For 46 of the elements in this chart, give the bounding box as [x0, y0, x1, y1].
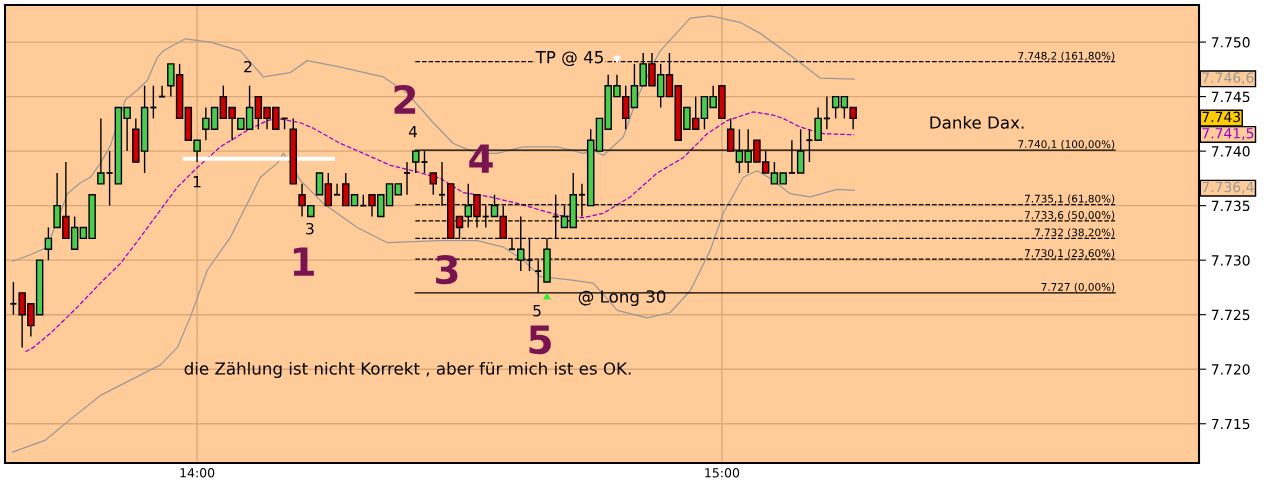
y-tick-label: 7.725	[1211, 309, 1250, 321]
annotation: 2	[244, 60, 252, 73]
candlestick	[814, 106, 822, 141]
series-label: 7.732 (38,20%)	[1034, 228, 1115, 238]
text: 7.736,4	[1202, 181, 1254, 194]
candlestick	[97, 117, 105, 185]
y-tick-label: 7.715	[1211, 418, 1250, 430]
candlestick	[831, 95, 840, 120]
series-label: 7.730,1 (23,60%)	[1025, 249, 1115, 259]
annotation: 4	[408, 126, 417, 138]
y-tick-label: 7.740	[1211, 146, 1250, 157]
candlestick	[315, 172, 324, 196]
candlestick	[158, 85, 167, 98]
y-tick-label: 7.750	[1211, 37, 1250, 48]
annotation: die Zählung ist nicht Korrekt , aber für mich ist es OK.	[184, 361, 631, 379]
annotation: Danke Dax.	[930, 115, 1024, 129]
text: 7.746,6	[1202, 72, 1254, 85]
series-label: 7.727 (0,00%)	[1041, 282, 1115, 293]
annotation: 1	[193, 176, 201, 188]
text: 7.741,5	[1202, 128, 1254, 140]
annotation: TP @ 45	[535, 51, 603, 67]
y-tick-label: 7.720	[1211, 364, 1250, 375]
annotation: 1	[293, 247, 314, 276]
candlestick	[333, 183, 342, 196]
annotation: 3	[306, 222, 314, 235]
x-tick-label: 15:00	[705, 468, 740, 478]
y-tick-label: 7.745	[1211, 91, 1250, 103]
annotation: 2	[394, 84, 416, 114]
y-tick-label: 7.730	[1211, 255, 1250, 266]
candlestick	[429, 172, 438, 196]
series-label: 7.748,2 (161,80%)	[1018, 51, 1115, 61]
series-label: 7.735,1 (61,80%)	[1025, 194, 1115, 204]
text: 7.743	[1202, 111, 1241, 123]
x-tick-label: 14:00	[180, 468, 215, 478]
series-label: 7.740,1 (100,00%)	[1018, 139, 1115, 150]
candlestick	[44, 226, 53, 261]
annotation: @ Long 30	[578, 290, 666, 307]
candlestick	[403, 161, 411, 196]
annotation: 5	[533, 305, 541, 317]
candlestick	[9, 281, 18, 316]
annotation: 5	[529, 325, 551, 355]
candlestick	[105, 150, 114, 207]
y-tick-label: 7.735	[1211, 200, 1250, 212]
candlestick	[324, 172, 333, 207]
series-label: 7.733,6 (50,00%)	[1025, 210, 1115, 221]
annotation: 3	[436, 254, 458, 285]
